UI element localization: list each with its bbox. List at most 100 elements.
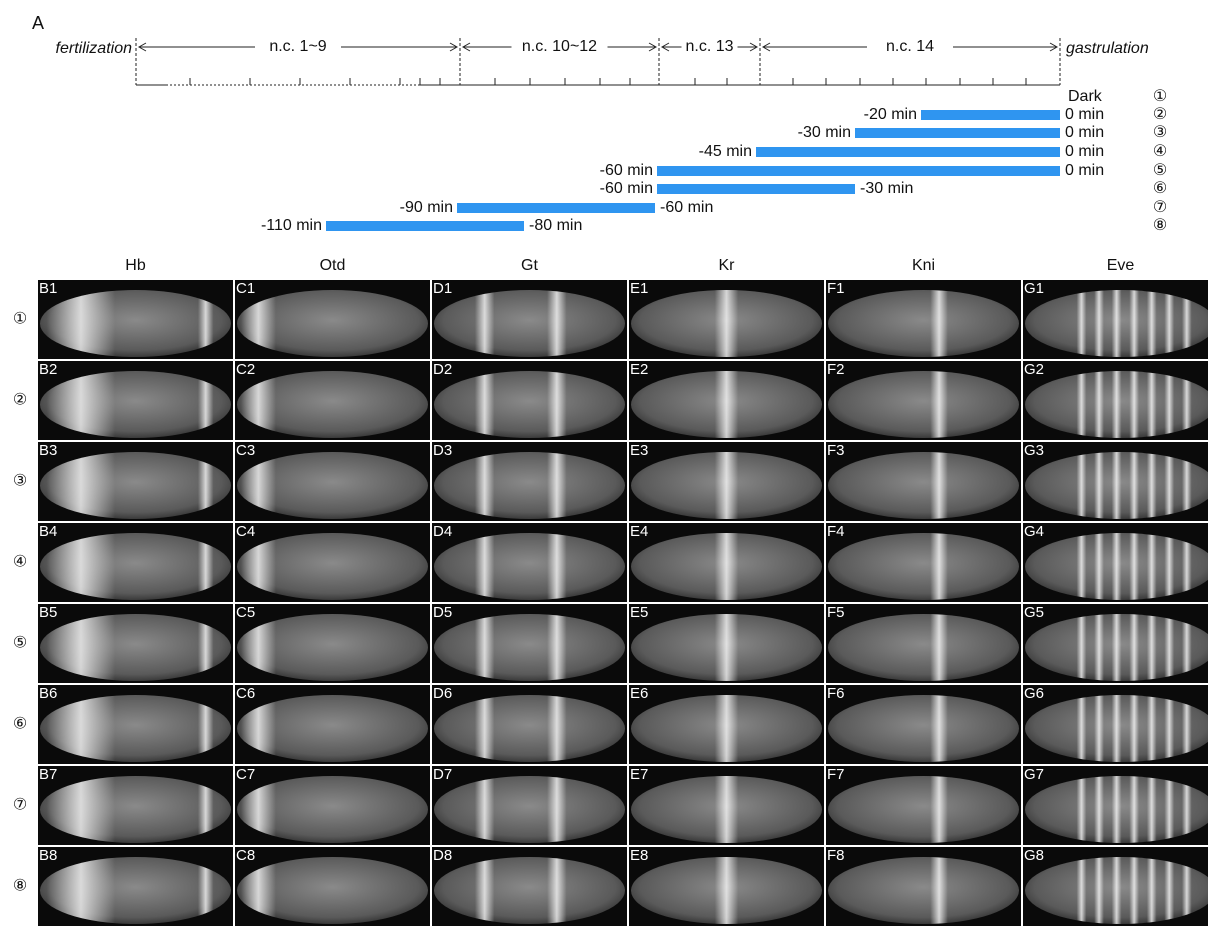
panel-label: G7 xyxy=(1024,766,1044,783)
embryo-image: F1 xyxy=(826,280,1021,359)
condition-marker: ① xyxy=(1153,88,1167,105)
condition-marker: ⑦ xyxy=(1153,199,1167,216)
embryo xyxy=(434,776,625,843)
embryo-image: C2 xyxy=(235,361,430,440)
panel-label: C3 xyxy=(236,442,255,459)
panel-label: D1 xyxy=(433,280,452,297)
condition-marker: ③ xyxy=(1153,124,1167,141)
light-bar xyxy=(326,221,524,231)
embryo-image: D6 xyxy=(432,685,627,764)
embryo-image: B5 xyxy=(38,604,233,683)
start-label: -110 min xyxy=(261,217,322,234)
panel-label: D8 xyxy=(433,847,452,864)
embryo-image: E5 xyxy=(629,604,824,683)
panel-label: C5 xyxy=(236,604,255,621)
light-bar xyxy=(657,166,1060,176)
condition-marker: ② xyxy=(1153,106,1167,123)
panel-label: E3 xyxy=(630,442,648,459)
panel-label: B8 xyxy=(39,847,57,864)
embryo-image: F7 xyxy=(826,766,1021,845)
row-marker: ⑦ xyxy=(13,797,27,814)
condition-label: Dark xyxy=(1068,88,1103,105)
embryo xyxy=(828,452,1019,519)
end-label: -30 min xyxy=(860,180,913,197)
stripe xyxy=(715,766,738,845)
panel-label: G8 xyxy=(1024,847,1044,864)
stripe xyxy=(1129,280,1139,359)
panel-label: F8 xyxy=(827,847,845,864)
panel-label: C7 xyxy=(236,766,255,783)
panel-label: B3 xyxy=(39,442,57,459)
embryo-image: G3 xyxy=(1023,442,1208,521)
panel-label: G2 xyxy=(1024,361,1044,378)
embryo-image: C3 xyxy=(235,442,430,521)
stripe xyxy=(930,766,948,845)
condition-marker: ④ xyxy=(1153,143,1167,160)
stripe xyxy=(930,604,948,683)
panel-label: F1 xyxy=(827,280,845,297)
panel-label: D5 xyxy=(433,604,452,621)
panel-label: D6 xyxy=(433,685,452,702)
embryo xyxy=(828,857,1019,924)
stripe xyxy=(930,361,948,440)
start-label: -30 min xyxy=(798,124,851,141)
panel-label: G5 xyxy=(1024,604,1044,621)
start-label: -60 min xyxy=(600,162,653,179)
condition-marker: ⑥ xyxy=(1153,180,1167,197)
panel-label: E4 xyxy=(630,523,648,540)
embryo-image: F8 xyxy=(826,847,1021,926)
stripe xyxy=(1129,766,1139,845)
panel-label: C4 xyxy=(236,523,255,540)
embryo-image: G4 xyxy=(1023,523,1208,602)
embryo-image: C7 xyxy=(235,766,430,845)
panel-label: D3 xyxy=(433,442,452,459)
stripe xyxy=(1112,361,1122,440)
embryo-image: E8 xyxy=(629,847,824,926)
timeline-end: gastrulation xyxy=(1066,40,1149,57)
embryo xyxy=(434,857,625,924)
stripe xyxy=(1129,685,1139,764)
stripe xyxy=(1094,847,1104,926)
embryo-image: C1 xyxy=(235,280,430,359)
stripe xyxy=(715,847,738,926)
panel-label: F3 xyxy=(827,442,845,459)
panel-label: E5 xyxy=(630,604,648,621)
panel-label: B6 xyxy=(39,685,57,702)
start-label: -90 min xyxy=(400,199,453,216)
embryo xyxy=(828,614,1019,681)
embryo-image: D4 xyxy=(432,523,627,602)
embryo xyxy=(434,695,625,762)
light-bar xyxy=(457,203,655,213)
row-marker: ⑧ xyxy=(13,878,27,895)
stripe xyxy=(1129,847,1139,926)
embryo xyxy=(828,776,1019,843)
stripe xyxy=(1129,361,1139,440)
panel-label: G3 xyxy=(1024,442,1044,459)
embryo-image: F2 xyxy=(826,361,1021,440)
stripe xyxy=(1112,766,1122,845)
embryo-image: C4 xyxy=(235,523,430,602)
stripe xyxy=(1112,604,1122,683)
condition-marker: ⑤ xyxy=(1153,162,1167,179)
start-label: -60 min xyxy=(600,180,653,197)
panel-label: C1 xyxy=(236,280,255,297)
panel-label: D2 xyxy=(433,361,452,378)
embryo-image: B2 xyxy=(38,361,233,440)
embryo-image: E6 xyxy=(629,685,824,764)
light-bar xyxy=(657,184,855,194)
panel-label: F5 xyxy=(827,604,845,621)
stripe xyxy=(715,361,738,440)
panel-label: E2 xyxy=(630,361,648,378)
embryo xyxy=(828,695,1019,762)
row-marker: ④ xyxy=(13,554,27,571)
embryo-image: C6 xyxy=(235,685,430,764)
stripe xyxy=(1112,442,1122,521)
panel-label: B7 xyxy=(39,766,57,783)
embryo xyxy=(434,452,625,519)
phase-label: n.c. 10~12 xyxy=(522,38,597,55)
panel-label: B4 xyxy=(39,523,57,540)
page: A fertilization gastrulation n.c. 1~9n.c… xyxy=(0,0,1208,926)
column-header: Gt xyxy=(521,257,538,274)
embryo-image: G7 xyxy=(1023,766,1208,845)
panel-label: B2 xyxy=(39,361,57,378)
